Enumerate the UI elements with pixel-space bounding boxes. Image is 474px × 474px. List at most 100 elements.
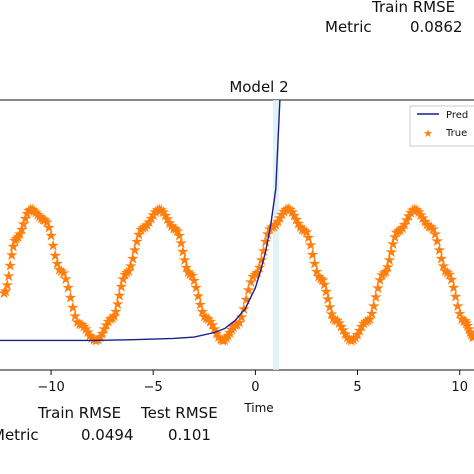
true-marker: ★	[334, 317, 347, 335]
true-marker: ★	[318, 276, 331, 294]
true-marker: ★	[134, 221, 147, 239]
x-axis-label: Time	[243, 401, 273, 415]
true-marker: ★	[20, 205, 33, 223]
bottom-table-train-value: 0.0494	[81, 426, 134, 444]
series-pred	[0, 99, 281, 342]
true-marker: ★	[328, 311, 341, 329]
highlight-band	[273, 100, 279, 370]
true-marker: ★	[31, 206, 44, 224]
true-marker: ★	[196, 303, 209, 321]
true-marker: ★	[165, 217, 178, 235]
pred-line	[0, 99, 281, 342]
true-marker: ★	[46, 237, 59, 255]
true-marker: ★	[228, 316, 241, 334]
true-marker: ★	[287, 206, 300, 224]
true-marker: ★	[235, 308, 248, 326]
true-marker: ★	[412, 203, 425, 221]
true-marker: ★	[390, 224, 403, 242]
true-marker: ★	[95, 325, 108, 343]
true-marker: ★	[343, 331, 356, 349]
true-marker: ★	[441, 264, 454, 282]
true-marker: ★	[402, 207, 415, 225]
true-marker: ★	[198, 307, 211, 325]
true-marker: ★	[97, 320, 110, 338]
true-marker: ★	[19, 209, 32, 227]
true-marker: ★	[437, 257, 450, 275]
true-marker: ★	[398, 215, 411, 233]
true-marker: ★	[294, 218, 307, 236]
true-marker: ★	[269, 215, 282, 233]
true-marker: ★	[316, 271, 329, 289]
true-marker: ★	[225, 320, 238, 338]
true-marker: ★	[371, 279, 384, 297]
true-marker: ★	[11, 228, 24, 246]
legend-box	[409, 105, 474, 147]
true-marker: ★	[216, 331, 229, 349]
true-marker: ★	[118, 265, 131, 283]
true-marker: ★	[373, 271, 386, 289]
true-marker: ★	[325, 305, 338, 323]
true-marker: ★	[404, 204, 417, 222]
true-marker: ★	[26, 201, 39, 219]
true-marker: ★	[2, 267, 15, 285]
true-marker: ★	[176, 243, 189, 261]
true-marker: ★	[0, 282, 12, 300]
true-marker: ★	[35, 209, 48, 227]
true-marker: ★	[230, 316, 243, 334]
true-marker: ★	[265, 218, 278, 236]
legend: Pred ★ True	[409, 105, 474, 147]
true-marker: ★	[277, 202, 290, 220]
true-marker: ★	[447, 278, 460, 296]
true-marker: ★	[400, 211, 413, 229]
true-marker: ★	[347, 331, 360, 349]
true-marker: ★	[336, 321, 349, 339]
true-marker: ★	[357, 315, 370, 333]
bottom-table-header-train: Train RMSE	[37, 404, 121, 422]
true-marker: ★	[435, 250, 448, 268]
true-marker: ★	[126, 250, 139, 268]
true-marker: ★	[0, 284, 11, 302]
true-marker: ★	[48, 246, 61, 264]
true-marker: ★	[424, 218, 437, 236]
true-marker: ★	[281, 200, 294, 218]
true-marker: ★	[377, 264, 390, 282]
true-marker: ★	[204, 312, 217, 330]
true-marker: ★	[10, 229, 23, 247]
true-marker: ★	[418, 213, 431, 231]
true-marker: ★	[187, 271, 200, 289]
true-marker: ★	[104, 310, 117, 328]
true-marker: ★	[191, 287, 204, 305]
true-marker: ★	[341, 328, 354, 346]
true-marker: ★	[81, 323, 94, 341]
true-marker: ★	[285, 203, 298, 221]
true-marker: ★	[375, 266, 388, 284]
true-marker: ★	[36, 211, 49, 229]
true-marker: ★	[430, 232, 443, 250]
true-marker: ★	[227, 318, 240, 336]
true-marker: ★	[173, 227, 186, 245]
true-marker: ★	[433, 241, 446, 259]
true-marker: ★	[220, 329, 233, 347]
true-marker: ★	[453, 305, 466, 323]
true-marker: ★	[116, 270, 129, 288]
true-marker: ★	[367, 297, 380, 315]
true-marker: ★	[359, 312, 372, 330]
true-marker: ★	[439, 262, 452, 280]
true-marker: ★	[463, 323, 474, 341]
true-marker: ★	[120, 264, 133, 282]
true-marker: ★	[462, 320, 474, 338]
true-marker: ★	[455, 310, 468, 328]
true-marker: ★	[290, 211, 303, 229]
true-marker: ★	[75, 316, 88, 334]
true-marker: ★	[167, 219, 180, 237]
true-marker: ★	[246, 267, 259, 285]
true-marker: ★	[279, 200, 292, 218]
true-marker: ★	[77, 317, 90, 335]
true-marker: ★	[115, 278, 128, 296]
true-marker: ★	[144, 210, 157, 228]
true-marker: ★	[169, 220, 182, 238]
true-marker: ★	[271, 212, 284, 230]
true-marker: ★	[445, 271, 458, 289]
bottom-table-header-test: Test RMSE	[140, 404, 218, 422]
